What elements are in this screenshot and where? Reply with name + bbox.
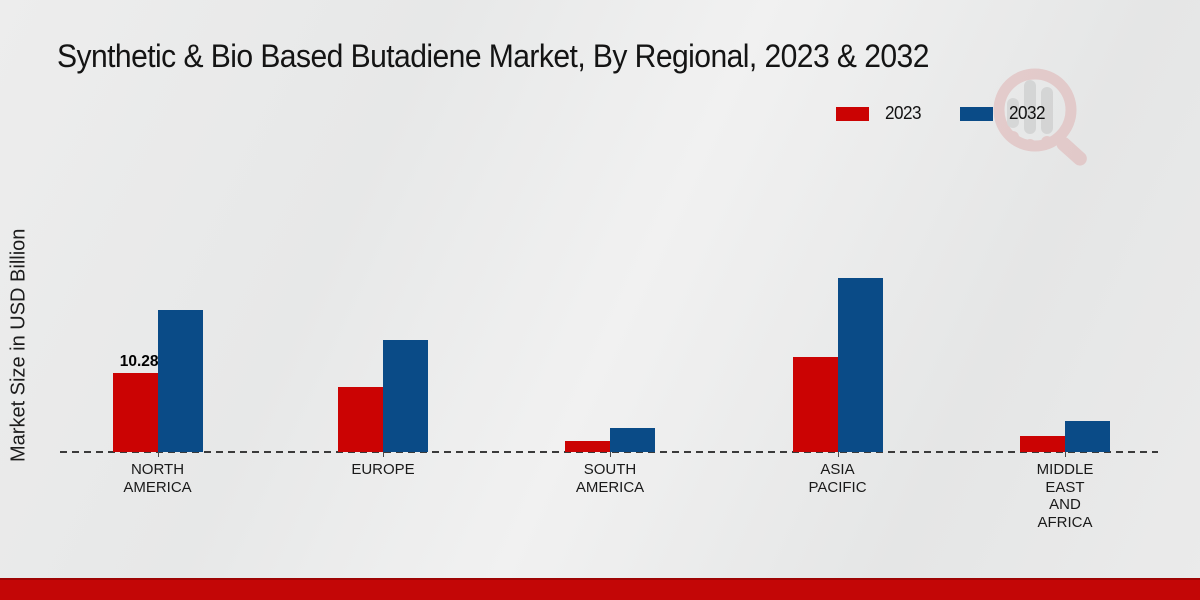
axis-tick (383, 452, 384, 457)
magnifier-bar-chart-logo-icon (993, 68, 1087, 166)
category-label: EUROPE (351, 461, 415, 478)
category-label: NORTH AMERICA (123, 461, 192, 496)
footer-accent-strip (0, 578, 1200, 600)
bar-2023-south-america (565, 441, 610, 452)
bar-2032-north-america (157, 310, 203, 452)
axis-tick (610, 452, 611, 457)
legend-swatch-2032 (960, 106, 994, 121)
legend-swatch-2023 (836, 106, 869, 121)
axis-tick (157, 452, 159, 457)
legend-item-2032: 2032 (960, 103, 1046, 124)
bar-2023-asia-pacific (792, 357, 838, 452)
legend-label-2023: 2023 (884, 103, 922, 123)
y-axis-label: Market Size in USD Billion (7, 228, 30, 462)
bar-2023-north-america (112, 373, 158, 452)
bar-2032-south-america (610, 428, 655, 452)
bar-value-label: 10.28 (119, 353, 159, 370)
bar-2023-europe (338, 387, 383, 452)
legend-label-2032: 2032 (1008, 103, 1046, 123)
axis-tick (1065, 452, 1066, 457)
axis-tick (837, 452, 839, 457)
chart-title: Synthetic & Bio Based Butadiene Market, … (57, 38, 929, 74)
category-label: SOUTH AMERICA (575, 461, 645, 496)
legend: 2023 2032 (836, 103, 1046, 124)
bar-2023-middle-east-and-africa (1020, 436, 1065, 452)
bar-2032-europe (383, 340, 428, 452)
x-axis-baseline (60, 451, 1158, 453)
bar-2032-middle-east-and-africa (1065, 421, 1110, 452)
category-label: ASIA PACIFIC (808, 461, 867, 496)
legend-item-2023: 2023 (836, 103, 922, 124)
bar-2032-asia-pacific (837, 278, 883, 452)
category-label: MIDDLE EAST AND AFRICA (1036, 461, 1094, 531)
